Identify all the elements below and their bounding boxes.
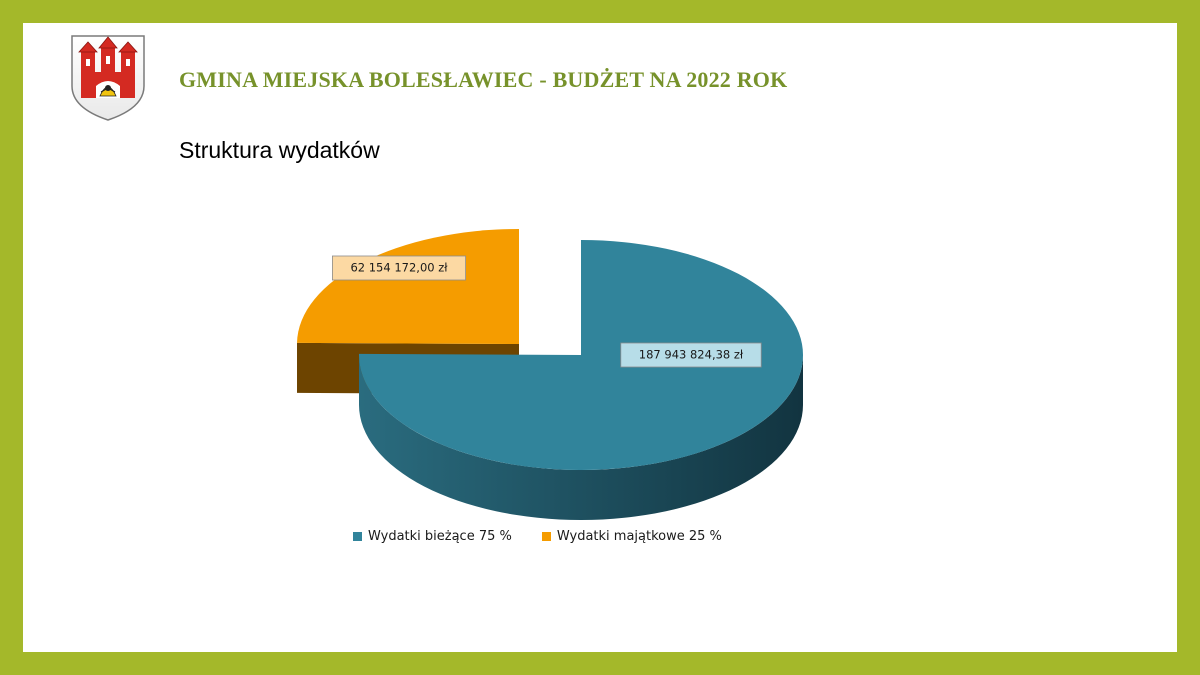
legend-swatch-current	[353, 532, 362, 541]
chart-subtitle: Struktura wydatków	[179, 137, 380, 163]
legend-item-current: Wydatki bieżące 75 %	[353, 529, 512, 544]
legend-label-property: Wydatki majątkowe 25 %	[556, 529, 722, 544]
legend-swatch-property	[541, 532, 551, 541]
legend-item-property: Wydatki majątkowe 25 %	[541, 529, 722, 544]
legend-label-current: Wydatki bieżące 75 %	[368, 529, 512, 544]
slide: GMINA MIEJSKA BOLESŁAWIEC - BUDŻET NA 20…	[23, 23, 1177, 652]
data-label-property: 62 154 172,00 zł	[331, 255, 466, 281]
chart-legend: Wydatki bieżące 75 % Wydatki majątkowe 2…	[353, 529, 722, 544]
svg-text:187 943 824,38 zł: 187 943 824,38 zł	[639, 348, 744, 362]
pie-slice-current	[359, 240, 803, 520]
coat-of-arms-logo	[71, 35, 145, 121]
page-title: GMINA MIEJSKA BOLESŁAWIEC - BUDŻET NA 20…	[179, 67, 788, 92]
data-label-current: 187 943 824,38 zł	[620, 342, 762, 368]
pie-chart: 187 943 824,38 zł 62 154 172,00 zł	[297, 229, 803, 520]
svg-text:62 154 172,00 zł: 62 154 172,00 zł	[350, 261, 448, 275]
